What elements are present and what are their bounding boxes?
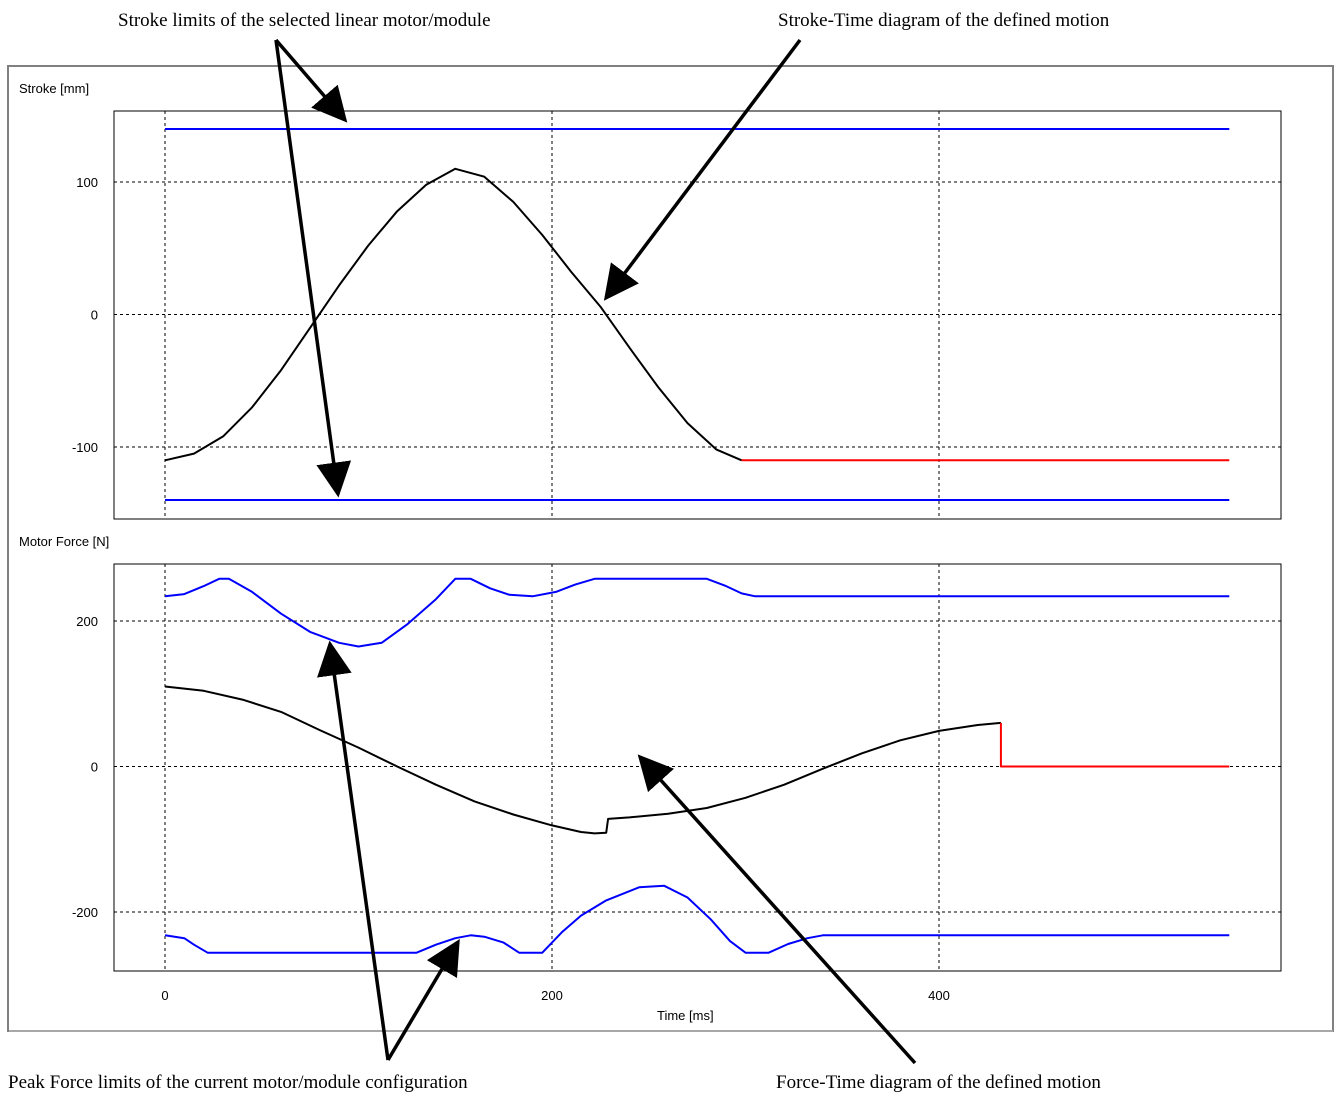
series-motion-line xyxy=(164,167,742,462)
arrow-stroke-limit-upper xyxy=(274,38,348,123)
force-plot: 0 200 400 -200 0 200 xyxy=(72,563,1282,1003)
x-tick-label: 400 xyxy=(928,988,950,1003)
annotation-stroke-limits: Stroke limits of the selected linear mot… xyxy=(118,10,491,31)
arrow-peak-force-upper xyxy=(317,640,390,1061)
arrow-peak-force-lower xyxy=(386,938,460,1061)
arrow-force-time xyxy=(637,754,917,1065)
y-tick-label: 100 xyxy=(76,175,98,190)
series-motion-line xyxy=(164,685,1001,835)
y-tick-label: 200 xyxy=(76,614,98,629)
series-idle-line xyxy=(999,722,1230,768)
series-limit-upper-line xyxy=(164,577,1230,648)
stroke-plot: -100 0 100 xyxy=(72,110,1282,520)
arrow-stroke-time xyxy=(603,38,802,301)
arrow-stroke-limit-lower xyxy=(274,39,352,498)
annotation-stroke-time: Stroke-Time diagram of the defined motio… xyxy=(778,10,1110,31)
force-axis-title: Motor Force [N] xyxy=(19,534,109,549)
series-limit-lower-line xyxy=(164,884,1230,954)
annotation-peak-force: Peak Force limits of the current motor/m… xyxy=(8,1072,468,1093)
y-tick-label: -200 xyxy=(72,905,98,920)
y-tick-label: 0 xyxy=(91,308,98,323)
x-tick-label: 200 xyxy=(541,988,563,1003)
annotation-arrows xyxy=(274,38,917,1065)
time-axis-title: Time [ms] xyxy=(657,1008,714,1023)
annotation-force-time: Force-Time diagram of the defined motion xyxy=(776,1072,1101,1093)
y-tick-label: 0 xyxy=(91,760,98,775)
y-tick-label: -100 xyxy=(72,440,98,455)
x-tick-label: 0 xyxy=(161,988,168,1003)
stroke-axis-title: Stroke [mm] xyxy=(19,81,89,96)
